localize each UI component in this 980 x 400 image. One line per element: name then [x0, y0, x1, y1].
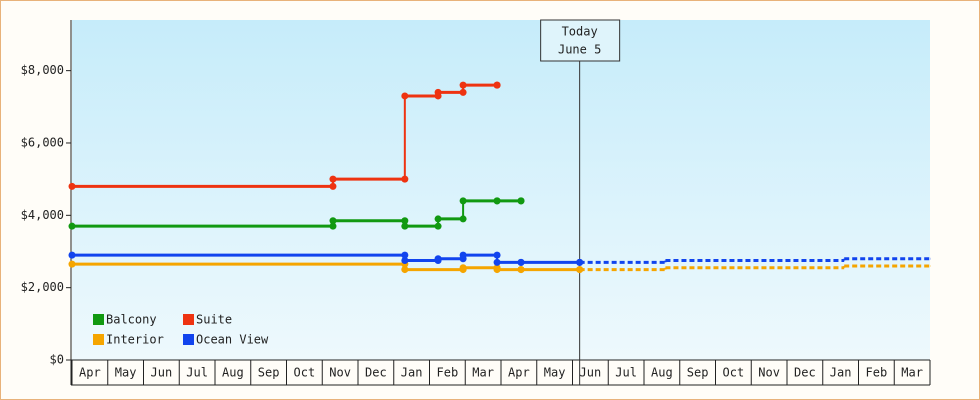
x-tick-label: Nov: [758, 366, 780, 380]
x-tick-label: Apr: [508, 366, 530, 380]
today-label: Today: [562, 25, 598, 39]
point-prev: [434, 222, 442, 230]
point: [459, 81, 467, 89]
x-tick-label: Oct: [723, 366, 745, 380]
plot-area: [72, 20, 930, 360]
point-prev: [459, 88, 467, 96]
point-prev: [401, 217, 409, 225]
point-prev: [517, 266, 525, 274]
x-tick-label: Aug: [651, 366, 673, 380]
point-prev: [329, 222, 337, 230]
x-tick-label: Feb: [437, 366, 459, 380]
x-tick-label: Aug: [222, 366, 244, 380]
legend-label: Ocean View: [196, 333, 269, 347]
point-prev: [434, 257, 442, 265]
point: [434, 215, 442, 223]
point-prev: [459, 266, 467, 274]
x-tick-label: Jun: [580, 366, 602, 380]
legend-swatch: [93, 334, 104, 345]
legend-swatch: [183, 314, 194, 325]
x-tick-label: Feb: [866, 366, 888, 380]
today-box: [540, 19, 621, 62]
legend-swatch: [183, 334, 194, 345]
point: [68, 182, 76, 190]
point: [401, 257, 409, 265]
x-tick-label: Jun: [151, 366, 173, 380]
y-tick-label: $8,000: [21, 63, 64, 77]
legend-swatch: [93, 314, 104, 325]
point-prev: [401, 251, 409, 259]
x-tick-label: Dec: [365, 366, 387, 380]
point: [401, 266, 409, 274]
x-tick-label: Mar: [901, 366, 923, 380]
y-tick-label: $0: [50, 353, 64, 367]
point-prev: [434, 92, 442, 100]
point: [401, 92, 409, 100]
x-tick-label: May: [115, 366, 137, 380]
x-tick-label: Jul: [186, 366, 208, 380]
x-tick-label: Nov: [329, 366, 351, 380]
x-tick-label: Oct: [294, 366, 316, 380]
point: [401, 222, 409, 230]
point-prev: [459, 215, 467, 223]
today-label: June 5: [558, 43, 601, 57]
x-tick-label: Mar: [472, 366, 494, 380]
point: [493, 258, 501, 266]
point-prev: [493, 251, 501, 259]
y-tick-label: $2,000: [21, 280, 64, 294]
point: [68, 222, 76, 230]
point-prev: [493, 197, 501, 205]
y-tick-label: $4,000: [21, 208, 64, 222]
x-tick-label: Sep: [258, 366, 280, 380]
point-prev: [493, 81, 501, 89]
point-prev: [517, 197, 525, 205]
point: [68, 251, 76, 259]
point: [68, 260, 76, 268]
legend-label: Balcony: [106, 313, 157, 327]
y-tick-label: $6,000: [21, 135, 64, 149]
point-prev: [493, 264, 501, 272]
x-tick-label: Dec: [794, 366, 816, 380]
point-prev: [517, 258, 525, 266]
legend-label: Interior: [106, 333, 164, 347]
point: [329, 217, 337, 225]
x-tick-label: Jan: [401, 366, 423, 380]
x-tick-label: Apr: [79, 366, 101, 380]
point-prev: [459, 255, 467, 263]
x-tick-label: Sep: [687, 366, 709, 380]
x-tick-label: Jan: [830, 366, 852, 380]
x-tick-label: May: [544, 366, 566, 380]
point-prev: [401, 175, 409, 183]
point: [459, 197, 467, 205]
point: [329, 175, 337, 183]
point-prev: [329, 182, 337, 190]
x-tick-label: Jul: [615, 366, 637, 380]
legend-label: Suite: [196, 313, 232, 327]
